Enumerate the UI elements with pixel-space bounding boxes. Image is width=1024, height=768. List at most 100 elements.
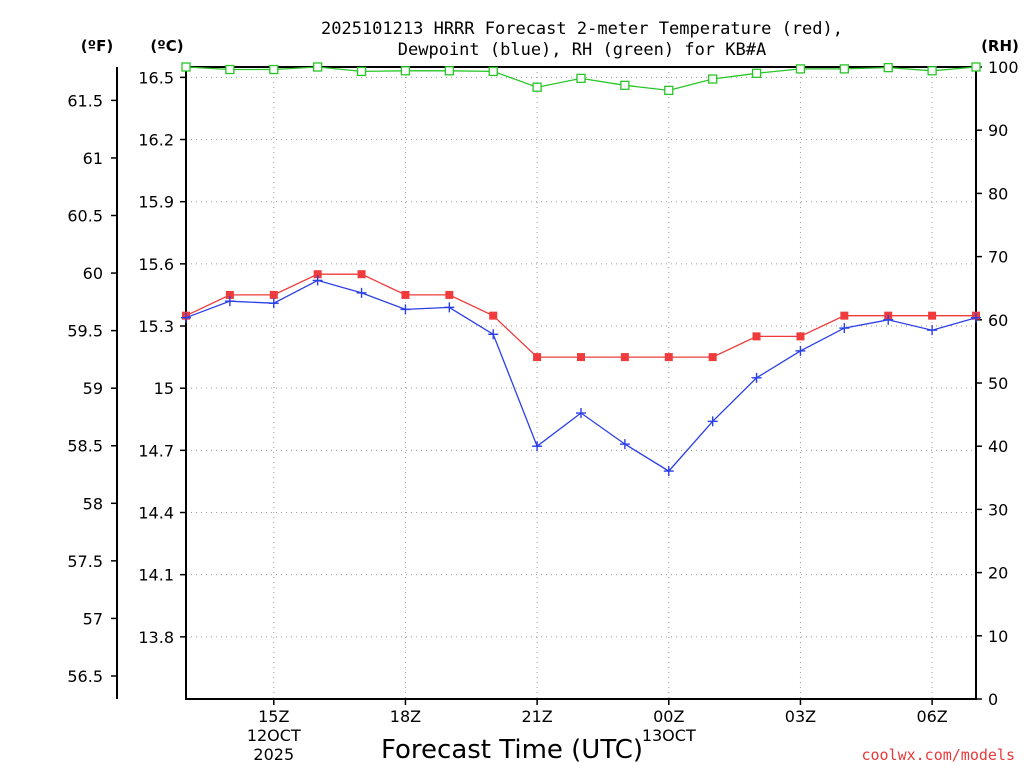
temperature-point — [225, 290, 234, 299]
rh-tick-label: 60 — [988, 311, 1008, 330]
x-tick-label: 06Z — [916, 707, 947, 726]
fahrenheit-tick-label: 59.5 — [67, 322, 103, 341]
x-tick-label: 13OCT — [642, 726, 696, 745]
dewpoint-point — [927, 325, 938, 336]
fahrenheit-tick-label: 61.5 — [67, 91, 103, 110]
dewpoint-point — [619, 439, 630, 450]
temperature-point — [357, 270, 366, 279]
rh-tick-label: 90 — [988, 121, 1008, 140]
x-tick-label: 03Z — [785, 707, 816, 726]
rh-point — [620, 80, 630, 90]
dewpoint-line — [185, 279, 977, 472]
plot-frame — [185, 66, 977, 700]
x-tick-label: 12OCT — [247, 726, 301, 745]
dewpoint-point — [707, 416, 718, 427]
temperature-point — [577, 353, 585, 362]
rh-point — [269, 64, 279, 75]
temperature-point — [533, 353, 542, 362]
celsius-tick-label: 16.5 — [138, 68, 174, 87]
temperature-point — [928, 311, 937, 320]
x-tick-label: 2025 — [253, 745, 294, 764]
temperature-point — [489, 311, 498, 320]
rh-point — [444, 66, 454, 76]
dewpoint-point — [795, 345, 806, 356]
fahrenheit-tick-label: 56.5 — [67, 667, 103, 686]
dewpoint-point — [181, 312, 191, 323]
rh-point — [181, 62, 191, 72]
celsius-tick-label: 15 — [154, 379, 174, 398]
x-tick-label: 15Z — [258, 707, 289, 726]
rh-point — [400, 66, 411, 76]
x-tick-label: 21Z — [521, 707, 552, 726]
grid-lines — [186, 67, 976, 699]
rh-point — [883, 62, 893, 73]
dewpoint-point — [663, 466, 674, 477]
dewpoint-point — [576, 408, 586, 419]
rh-point — [488, 66, 498, 77]
watermark-url: coolwx.com/models — [861, 746, 1015, 764]
axes: 56.5 57 57.5 58 58.5 59 59.5 60 60.5 61 61.5 13.8 14… — [67, 58, 1018, 764]
fahrenheit-tick-label: 58 — [83, 494, 103, 513]
rh-point — [708, 74, 718, 84]
dewpoint-point — [488, 329, 499, 340]
x-tick-label: 00Z — [653, 707, 684, 726]
rh-tick-label: 10 — [988, 627, 1008, 646]
chart-title-line2: Dewpoint (blue), RH (green) for KB#A — [398, 40, 766, 60]
celsius-tick-label: 13.8 — [138, 628, 174, 647]
fahrenheit-tick-label: 60.5 — [67, 207, 103, 226]
rh-tick-label: 100 — [988, 58, 1019, 77]
rh-tick-label: 20 — [988, 564, 1008, 583]
rh-point — [532, 82, 542, 92]
rh-point — [751, 68, 762, 78]
x-tick-label: 18Z — [390, 707, 421, 726]
rh-unit-label: (RH) — [981, 37, 1019, 55]
dewpoint-point — [224, 296, 235, 307]
x-axis-title: Forecast Time (UTC) — [381, 735, 643, 765]
dewpoint-point — [400, 304, 411, 315]
rh-tick-label: 0 — [988, 690, 998, 709]
rh-point — [971, 62, 981, 72]
celsius-tick-label: 16.2 — [138, 131, 174, 150]
celsius-tick-label: 15.9 — [138, 193, 174, 212]
temperature-point — [796, 332, 805, 341]
temperature-point — [401, 290, 410, 299]
fahrenheit-unit-label: (ºF) — [81, 37, 113, 55]
temperature-point — [840, 311, 849, 320]
fahrenheit-tick-label: 57 — [83, 609, 103, 628]
celsius-tick-label: 14.1 — [138, 566, 174, 585]
rh-point — [225, 64, 235, 75]
rh-tick-label: 70 — [988, 248, 1008, 267]
temperature-point — [445, 290, 454, 299]
rh-point — [576, 73, 586, 84]
dewpoint-point — [839, 323, 850, 334]
dewpoint-point — [532, 441, 543, 452]
rh-point — [795, 64, 806, 74]
fahrenheit-tick-label: 59 — [83, 379, 103, 398]
rh-tick-label: 50 — [988, 374, 1008, 393]
rh-point — [356, 66, 367, 77]
temperature-point — [752, 332, 761, 341]
celsius-tick-label: 15.6 — [138, 255, 174, 274]
temperature-point — [708, 353, 717, 362]
temperature-point — [664, 353, 673, 362]
temperature-point — [313, 270, 322, 279]
fahrenheit-tick-label: 58.5 — [67, 437, 103, 456]
rh-point — [313, 62, 323, 72]
celsius-tick-label: 14.4 — [138, 504, 174, 523]
dewpoint-point — [444, 302, 455, 313]
celsius-tick-label: 14.7 — [138, 441, 174, 460]
rh-point — [927, 66, 937, 76]
temperature-point — [620, 353, 629, 362]
celsius-tick-label: 15.3 — [138, 317, 174, 336]
dewpoint-point — [751, 372, 762, 383]
rh-point — [839, 64, 849, 74]
fahrenheit-tick-label: 61 — [83, 149, 103, 168]
dewpoint-point — [268, 298, 279, 309]
data-series — [181, 62, 981, 477]
dewpoint-point — [883, 314, 894, 325]
rh-tick-label: 30 — [988, 500, 1008, 519]
dewpoint-point — [356, 287, 367, 298]
rh-tick-label: 40 — [988, 437, 1008, 456]
rh-tick-label: 80 — [988, 184, 1008, 203]
